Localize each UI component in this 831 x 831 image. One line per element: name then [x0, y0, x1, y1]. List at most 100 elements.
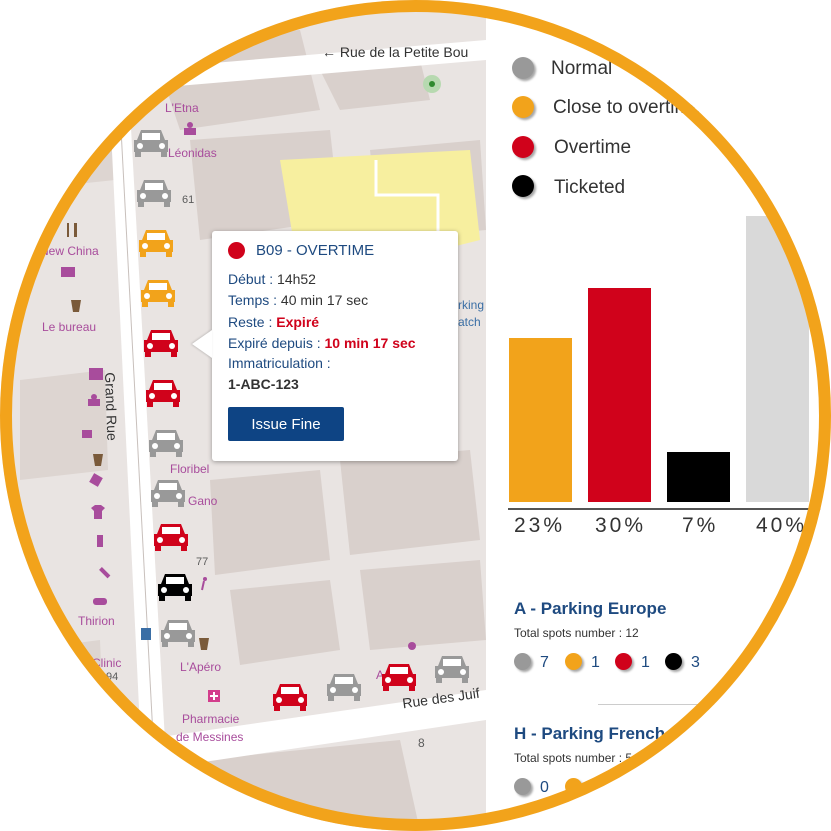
bar-icon	[71, 300, 81, 312]
count-dot-ticketed	[665, 653, 682, 670]
poi-new-china[interactable]: New China	[40, 244, 99, 258]
parking-spot-close-to-overtime[interactable]	[138, 276, 178, 308]
bar-normal[interactable]	[746, 216, 809, 502]
popup-title: B09 - OVERTIME	[256, 242, 375, 259]
poi-floribel[interactable]: Floribel	[170, 462, 210, 476]
expire-row: Expiré depuis : 10 min 17 sec	[228, 335, 416, 351]
poi-messines: de Messines	[176, 730, 244, 744]
legend-label-close-to-overtime: Close to overtime	[553, 97, 701, 118]
popup-pointer	[192, 330, 212, 358]
percent-label-close-to-overtime: 23%	[514, 514, 566, 537]
count-dot-normal	[514, 653, 531, 670]
poi-pharmacie[interactable]: Pharmacie	[182, 712, 240, 726]
bar-overtime[interactable]	[588, 287, 651, 502]
fitness-icon	[201, 577, 207, 591]
knife-icon	[99, 567, 111, 579]
legend-label-normal: Normal	[551, 58, 613, 79]
address-61: 61	[182, 194, 195, 206]
parking-spot-overtime[interactable]	[379, 660, 419, 692]
parking-divider	[598, 704, 831, 705]
license-plate: 1-ABC-123	[228, 376, 299, 392]
poi-apero[interactable]: L'Apéro	[180, 660, 221, 674]
cake-icon	[184, 122, 196, 135]
cup-icon	[93, 454, 103, 466]
poi-gano[interactable]: Gano	[188, 494, 218, 508]
count-close-to-overtime: 1	[591, 654, 600, 671]
parking-spot-ticketed[interactable]	[155, 570, 195, 602]
total-spots-label: Total spots number : 5	[514, 751, 633, 765]
reste-row: Reste : Expiré	[228, 314, 320, 330]
cosmetics-icon	[97, 535, 103, 547]
poi-watch[interactable]: atch	[458, 315, 481, 329]
immatriculation-label: Immatriculation :	[228, 355, 331, 371]
total-spots-label: Total spots number : 12	[514, 626, 639, 640]
count-overtime: 1	[641, 654, 650, 671]
issue-fine-button[interactable]: Issue Fine	[228, 407, 344, 441]
address-94: 94	[106, 671, 119, 683]
percent-label-normal: 40%	[756, 514, 808, 537]
count-normal: 0	[540, 779, 549, 796]
legend-dot-ticketed	[512, 175, 534, 197]
street-label-grand-rue: Grand Rue	[102, 372, 121, 442]
count-dot-close-to-overtime	[565, 653, 582, 670]
bakery-icon	[88, 394, 100, 406]
parking-spot-normal[interactable]	[146, 426, 186, 458]
poi-thirion[interactable]: Thirion	[78, 614, 115, 628]
parking-spot-overtime[interactable]	[143, 376, 183, 408]
bar-close-to-overtime[interactable]	[509, 337, 572, 502]
flower-icon	[408, 642, 416, 650]
count-dot-normal	[514, 778, 531, 795]
count-normal: 7	[540, 654, 549, 671]
poi-leonidas[interactable]: Léonidas	[168, 146, 217, 160]
parking-spot-overtime[interactable]	[270, 680, 310, 712]
poi-clinic[interactable]: Clinic	[92, 656, 122, 670]
parking-spot-overtime[interactable]	[151, 520, 191, 552]
poi-etna[interactable]: L'Etna	[165, 101, 199, 115]
count-dot-close-to-overtime	[565, 778, 582, 795]
parking-spot-close-to-overtime[interactable]	[136, 226, 176, 258]
restaurant-icon	[67, 223, 77, 237]
street-label-petite: ← Rue de la Petite Bou	[322, 44, 469, 60]
butcher-icon	[89, 473, 103, 487]
map-view[interactable]: ← Rue de la Petite Bou Grand Rue Rue des…	[0, 0, 486, 831]
diy-icon	[82, 430, 92, 438]
newspaper-icon	[89, 368, 103, 380]
percent-label-ticketed: 7%	[682, 514, 719, 537]
parking-spot-normal[interactable]	[432, 652, 472, 684]
parking-spot-normal[interactable]	[131, 126, 171, 158]
percent-label-overtime: 30%	[595, 514, 647, 537]
bus-stop-icon	[141, 628, 151, 640]
statistics-panel: Normal Close to overtime Overtime Ticket…	[486, 0, 831, 831]
parking-spot-normal[interactable]	[134, 176, 174, 208]
pharmacy-icon	[208, 690, 220, 702]
legend-label-ticketed: Ticketed	[554, 177, 626, 198]
status-dot-overtime	[228, 242, 245, 259]
parking-spot-normal[interactable]	[158, 616, 198, 648]
poi-adele[interactable]: A	[376, 668, 385, 682]
address-8: 8	[418, 736, 425, 750]
address-77: 77	[196, 556, 209, 568]
legend-dot-overtime	[512, 136, 534, 158]
temps-row: Temps : 40 min 17 sec	[228, 292, 369, 308]
parking-title[interactable]: H - Parking French	[514, 724, 666, 743]
parking-spot-normal[interactable]	[148, 476, 188, 508]
legend-dot-normal	[512, 57, 534, 79]
legend-dot-close-to-overtime	[512, 96, 534, 118]
count-ticketed: 3	[691, 654, 700, 671]
parking-spot-overtime-selected[interactable]	[141, 326, 181, 358]
map-background	[20, 30, 486, 831]
parking-spot-normal[interactable]	[324, 670, 364, 702]
clothes-icon	[91, 505, 105, 519]
count-dot-overtime	[615, 653, 632, 670]
poi-le-bureau[interactable]: Le bureau	[42, 320, 97, 334]
spot-details-popup: B09 - OVERTIME Début : 14h52 Temps : 40 …	[212, 231, 458, 461]
bar-ticketed[interactable]	[667, 451, 730, 502]
book-icon	[61, 267, 75, 277]
poi-parking[interactable]: rking	[458, 298, 485, 312]
chart-axis	[508, 508, 828, 510]
bread-icon	[93, 598, 107, 605]
pub-icon	[199, 638, 209, 650]
debut-row: Début : 14h52	[228, 271, 316, 287]
parking-title[interactable]: A - Parking Europe	[514, 599, 667, 618]
